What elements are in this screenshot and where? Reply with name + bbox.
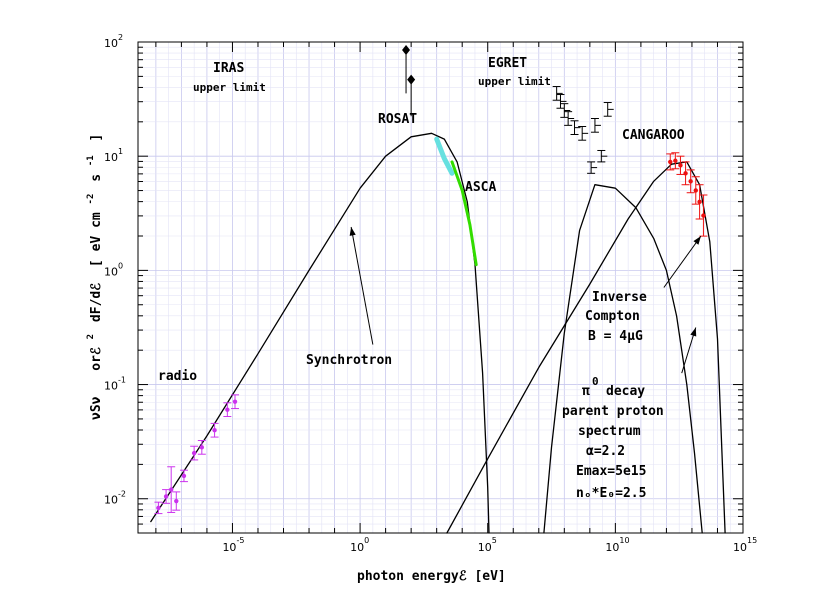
pi0-superscript: 0 [592, 375, 599, 388]
radio-point [232, 399, 238, 404]
x-tick-label: 10 [605, 541, 619, 554]
alpha-label: α=2.2 [586, 444, 625, 459]
y-title-or: orℰ [89, 347, 104, 371]
pi0-label: π [582, 384, 590, 399]
y-title-m2: -2 [86, 194, 96, 205]
egret-sublabel: upper limit [478, 75, 551, 88]
rosat-label: ROSAT [378, 112, 417, 127]
radio-point [181, 473, 187, 479]
no-label: nₒ*E₀=2.5 [576, 486, 646, 501]
radio-label: radio [158, 369, 197, 384]
x-tick-label: 10 [733, 541, 747, 554]
curve-rosat [434, 136, 455, 176]
y-title-units: [ eV cm [89, 212, 104, 267]
y-tick-label: 10 [104, 494, 118, 507]
cangaroo-point [693, 188, 698, 193]
grid-minor [138, 42, 743, 533]
pi0-decay-label: decay [606, 384, 645, 399]
pi0-arrow-head [690, 327, 697, 337]
y-tick-exponent: 0 [118, 261, 123, 270]
y-tick-label: 10 [104, 265, 118, 278]
annotation-arrows [349, 226, 702, 374]
model-curves [150, 132, 726, 534]
radio-point [168, 487, 174, 492]
curve-synchrotron [150, 132, 490, 534]
iras-label: IRAS [213, 61, 244, 76]
radio-point [199, 445, 205, 450]
emax-label: Emax=5e15 [576, 464, 646, 479]
spectrum-label: spectrum [578, 424, 641, 439]
ic-arrow-head [693, 236, 701, 245]
x-tick-exponent: 10 [619, 536, 629, 545]
iras-point [407, 74, 416, 85]
radio-point [174, 498, 179, 504]
x-tick-exponent: 15 [747, 536, 757, 545]
x-tick-label: 10 [478, 541, 492, 554]
radio-point [163, 494, 169, 499]
ic-label-1: Inverse [592, 290, 647, 305]
iras-point [402, 44, 411, 55]
y-title-close: ] [89, 134, 104, 142]
y-tick-exponent: -1 [118, 376, 126, 385]
y-tick-exponent: 2 [118, 33, 123, 42]
axis-ticks [138, 41, 744, 533]
x-tick-exponent: -5 [236, 536, 244, 545]
parent-proton-label: parent proton [562, 404, 664, 419]
y-title-s: s [89, 174, 104, 182]
cangaroo-point [688, 179, 693, 184]
cangaroo-point [673, 158, 678, 163]
cangaroo-point [668, 159, 673, 165]
cangaroo-point [683, 171, 688, 176]
y-tick-exponent: -2 [118, 490, 126, 499]
ic-label-3: B = 4μG [588, 329, 643, 344]
x-tick-exponent: 5 [492, 536, 497, 545]
iras-sublabel: upper limit [193, 81, 266, 94]
radio-point [212, 428, 217, 433]
x-axis-title: photon energyℰ [eV] [357, 569, 506, 584]
y-title-dfde: dF/dℰ [89, 283, 104, 322]
curve-asca [450, 160, 478, 267]
x-tick-exponent: 0 [364, 536, 369, 545]
radio-point [156, 505, 161, 511]
ic-arrow [663, 235, 702, 288]
y-axis-title: νSν orℰ 2 dF/dℰ [ eV cm -2 s -1 ] [82, 134, 104, 420]
curve--decay [446, 161, 726, 534]
synchrotron-arrow [350, 226, 374, 345]
synchrotron-arrow-head [349, 226, 356, 236]
cangaroo-point [701, 213, 706, 218]
y-title-nu: νSν [89, 396, 104, 420]
y-tick-label: 10 [104, 380, 118, 393]
plot-frame [137, 41, 744, 534]
y-tick-label: 10 [104, 37, 118, 50]
y-tick-label: 10 [104, 151, 118, 164]
x-tick-label: 10 [350, 541, 364, 554]
curve-inverse-compton [543, 184, 703, 534]
ic-label-2: Compton [585, 309, 640, 324]
cangaroo-label: CANGAROO [622, 128, 685, 143]
y-title-m1: -1 [86, 155, 96, 166]
cangaroo-point [697, 199, 702, 205]
asca-label: ASCA [465, 180, 496, 195]
cangaroo-point [678, 163, 683, 168]
y-title-sq: 2 [86, 334, 96, 339]
egret-label: EGRET [488, 56, 527, 71]
grid-major [138, 42, 744, 533]
x-tick-label: 10 [222, 541, 236, 554]
radio-point [225, 407, 230, 412]
y-tick-exponent: 1 [118, 147, 123, 156]
radio-point [191, 450, 197, 456]
synchrotron-label: Synchrotron [306, 353, 392, 368]
data-points [154, 44, 708, 515]
